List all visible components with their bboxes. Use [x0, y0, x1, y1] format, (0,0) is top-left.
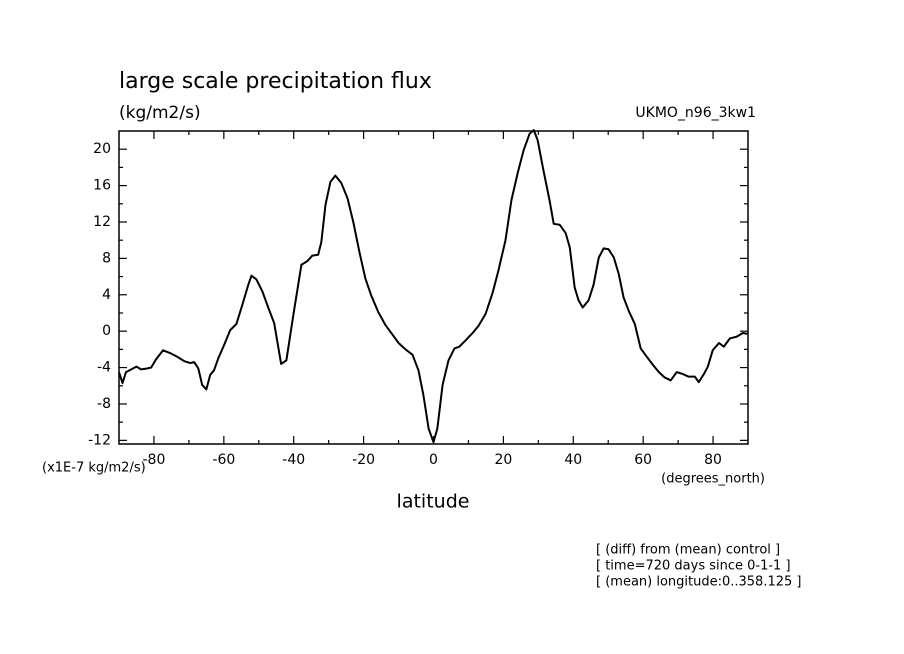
- y-tick-label: -4: [97, 360, 111, 376]
- x-tick-label: 0: [429, 452, 438, 468]
- y-tick-label: 20: [93, 141, 111, 157]
- y-tick-label: -12: [88, 432, 111, 448]
- x-units-label: (degrees_north): [661, 472, 765, 487]
- x-axis-label: latitude: [397, 491, 470, 513]
- x-tick-label: 40: [564, 452, 582, 468]
- model-label: UKMO_n96_3kw1: [635, 105, 756, 121]
- y-tick-label: 12: [93, 214, 111, 230]
- y-tick-label: 0: [102, 323, 111, 339]
- y-tick-label: -8: [97, 396, 111, 412]
- y-tick-label: 8: [102, 250, 111, 266]
- annotation: [ (diff) from (mean) control ]: [596, 543, 780, 558]
- chart-title: large scale precipitation flux: [119, 69, 432, 94]
- y-axis-label: (x1E-7 kg/m2/s): [42, 461, 146, 476]
- x-tick-label: 80: [704, 452, 722, 468]
- data-line: [118, 129, 749, 444]
- chart-subtitle: (kg/m2/s): [119, 103, 201, 123]
- x-tick-label: -80: [143, 452, 166, 468]
- x-tick-label: -40: [282, 452, 305, 468]
- x-tick-label: 60: [634, 452, 652, 468]
- y-tick-label: 4: [102, 287, 111, 303]
- x-tick-label: 20: [494, 452, 512, 468]
- annotation: [ time=720 days since 0-1-1 ]: [596, 559, 791, 574]
- annotation: [ (mean) longitude:0..358.125 ]: [596, 575, 801, 590]
- x-tick-label: -60: [212, 452, 235, 468]
- x-tick-label: -20: [352, 452, 375, 468]
- y-tick-label: 16: [93, 178, 111, 194]
- plot-frame: [118, 130, 749, 445]
